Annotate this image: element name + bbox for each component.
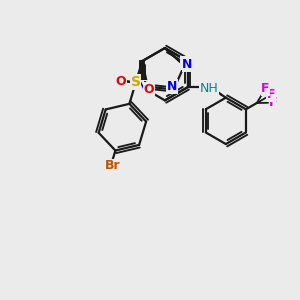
Text: O: O — [116, 75, 126, 88]
Text: N: N — [181, 57, 191, 70]
Text: F: F — [269, 96, 278, 109]
Text: F: F — [261, 82, 270, 95]
Text: Br: Br — [105, 159, 120, 172]
Text: O: O — [144, 83, 154, 96]
Text: N: N — [137, 80, 148, 93]
Text: F: F — [267, 88, 275, 101]
Text: N: N — [182, 58, 193, 71]
Text: S: S — [131, 75, 141, 89]
Text: N: N — [167, 80, 177, 93]
Text: NH: NH — [200, 82, 218, 95]
